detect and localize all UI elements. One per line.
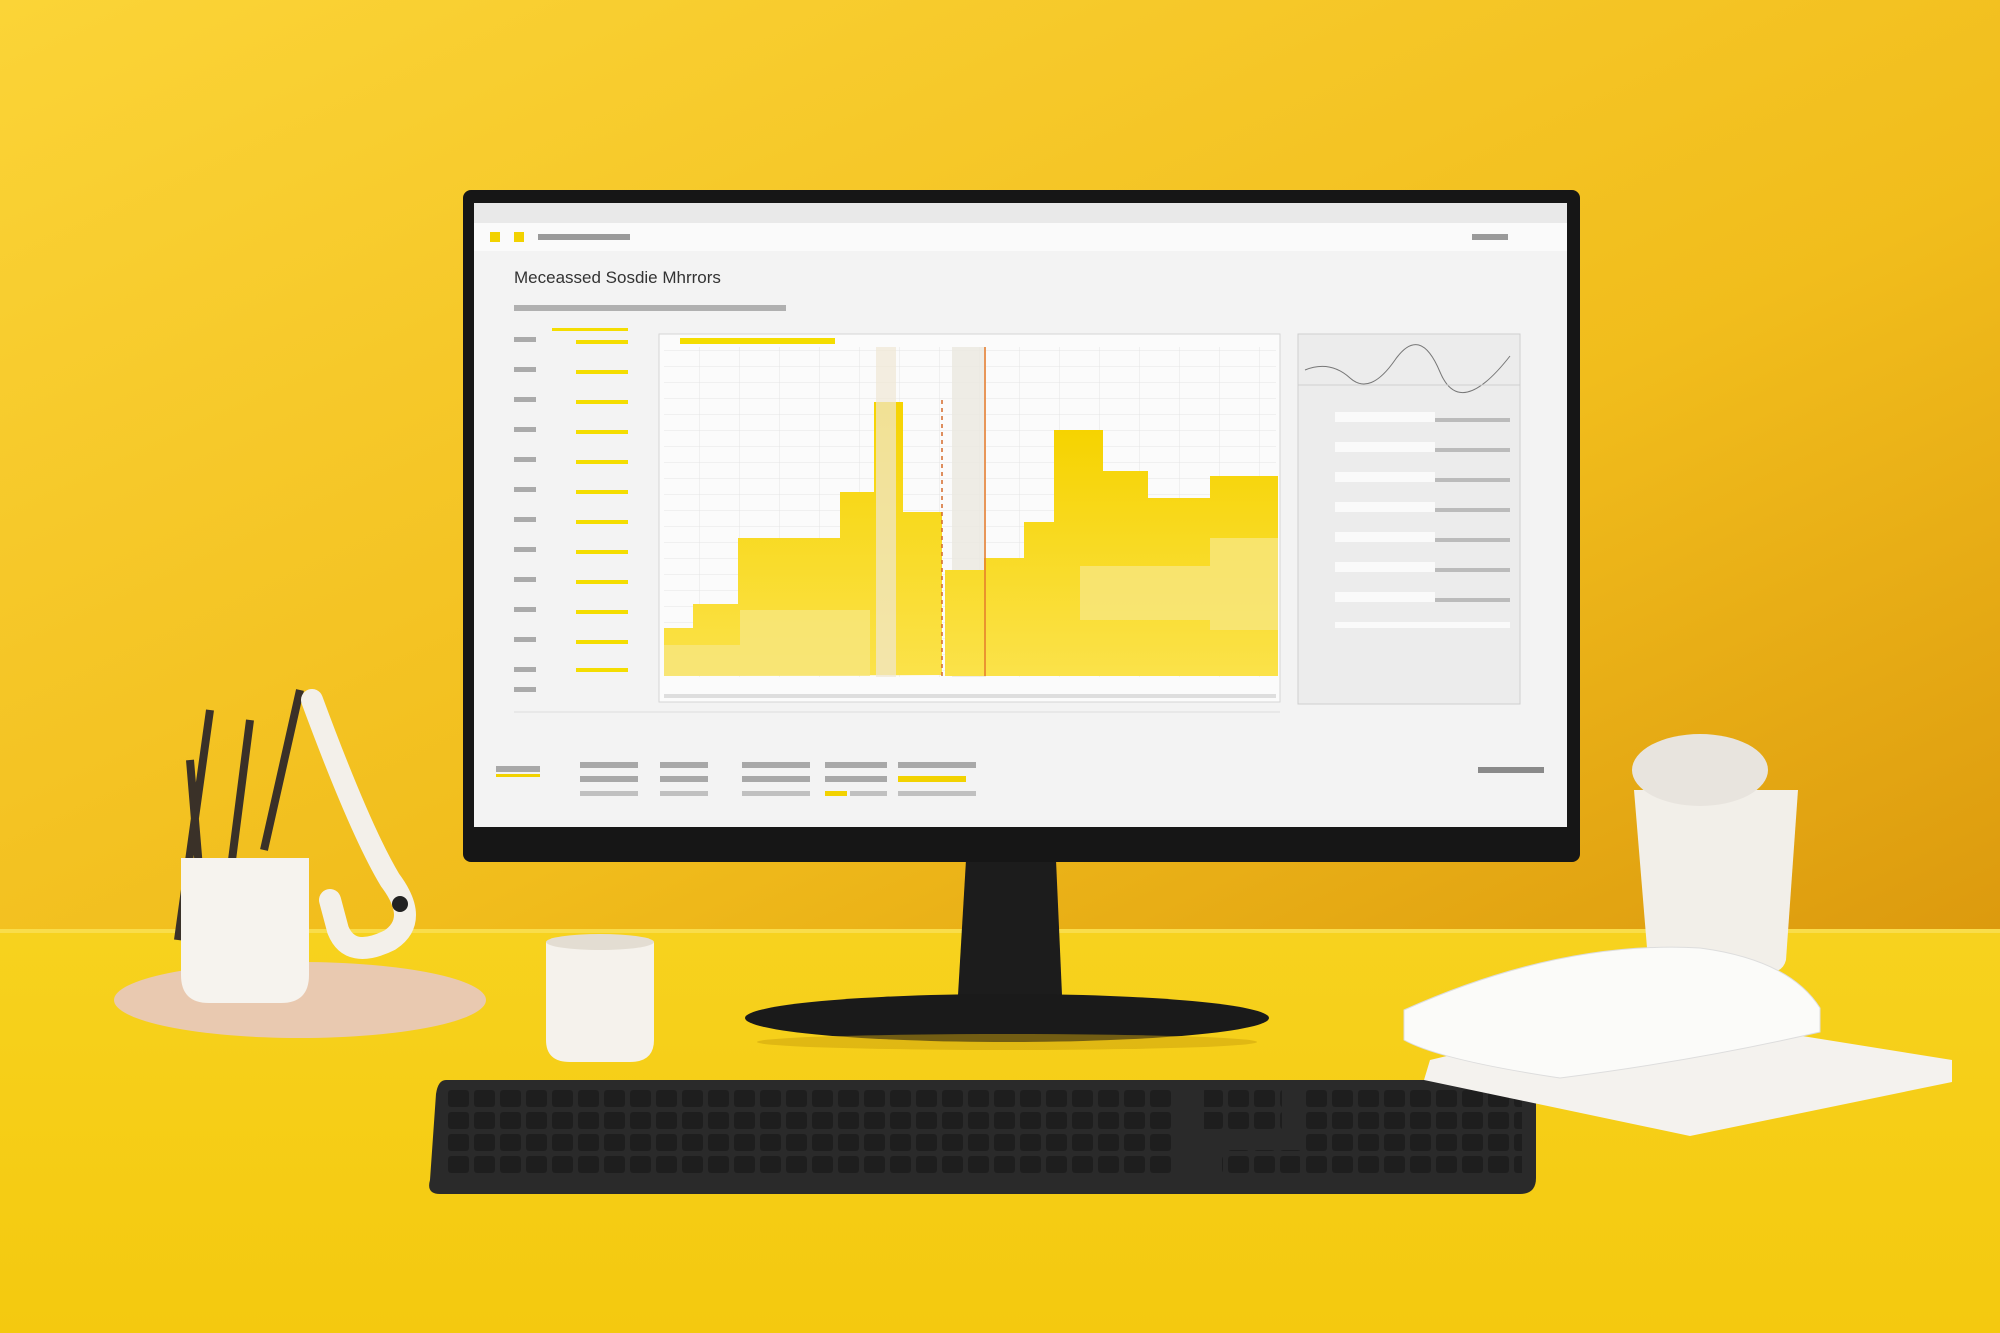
- cup-right-contents: [1632, 734, 1768, 806]
- stat: [580, 776, 638, 782]
- panel-row: [1435, 508, 1510, 512]
- base-shadow: [757, 1034, 1257, 1050]
- panel-row: [1335, 502, 1435, 512]
- panel-row: [1335, 412, 1435, 422]
- list-label: [514, 487, 536, 492]
- stat: [850, 791, 887, 796]
- list-bar: [576, 460, 628, 464]
- stat: [742, 791, 810, 796]
- list-bar: [576, 640, 628, 644]
- keyboard-keys: [446, 1088, 1174, 1176]
- list-bar: [576, 400, 628, 404]
- open-book: [1403, 946, 1821, 1079]
- list-bar: [576, 668, 628, 672]
- panel-row: [1435, 568, 1510, 572]
- stat: [660, 762, 708, 768]
- side-panel: [1297, 333, 1521, 705]
- list-label: [514, 427, 536, 432]
- keyboard-keys: [1204, 1088, 1282, 1132]
- toolbar-text: [538, 234, 630, 240]
- stat: [742, 776, 810, 782]
- footer-stats: [496, 762, 1544, 796]
- list-bar: [576, 340, 628, 344]
- toolbar-icon: [490, 232, 500, 242]
- list-label: [514, 577, 536, 582]
- panel-row: [1335, 442, 1435, 452]
- chart-area: [664, 402, 942, 676]
- list-label: [514, 367, 536, 372]
- stat: [580, 762, 638, 768]
- chart-highlight: [876, 347, 896, 677]
- list-bar: [576, 610, 628, 614]
- stat: [825, 762, 887, 768]
- stat: [898, 791, 976, 796]
- cup-rim: [546, 934, 654, 950]
- list-label: [514, 397, 536, 402]
- sparkline: [1304, 344, 1511, 393]
- list-rule: [552, 328, 628, 331]
- panel-row: [1435, 538, 1510, 542]
- panel-row: [1335, 562, 1435, 572]
- toolbar-text: [1472, 234, 1508, 240]
- dashboard-title: Meceassed Sosdie Mhrrors: [514, 268, 721, 287]
- stat: [660, 776, 708, 782]
- list-label: [514, 637, 536, 642]
- list-label: [514, 517, 536, 522]
- list-bar: [576, 550, 628, 554]
- panel-row: [1335, 592, 1435, 602]
- panel-row: [1435, 418, 1510, 422]
- toolbar-icon: [514, 232, 524, 242]
- panel-row: [1435, 598, 1510, 602]
- list-bar: [576, 580, 628, 584]
- stat: [496, 766, 540, 772]
- chart-area-light: [664, 610, 870, 676]
- panel-row: [1335, 472, 1435, 482]
- side-list: [514, 328, 628, 692]
- monitor-neck: [958, 860, 1062, 995]
- list-bar: [576, 490, 628, 494]
- keyboard-keys: [1222, 1150, 1300, 1176]
- subtitle-placeholder: [514, 305, 786, 311]
- lamp-detail: [392, 896, 408, 912]
- list-label: [514, 457, 536, 462]
- pen-cup: [181, 858, 309, 1003]
- cup: [546, 942, 654, 1062]
- stat: [898, 776, 966, 782]
- list-bar: [576, 430, 628, 434]
- chart-legend-bar: [680, 338, 835, 344]
- panel-rows: [1335, 412, 1510, 628]
- list-label: [514, 667, 536, 672]
- panel-row: [1435, 448, 1510, 452]
- panel-row: [1335, 622, 1510, 628]
- monitor-base: [745, 994, 1269, 1042]
- chart-area-light: [1080, 538, 1278, 676]
- cup-right: [1634, 790, 1798, 972]
- panel-row: [1335, 532, 1435, 542]
- list-label: [514, 337, 536, 342]
- stat: [825, 776, 887, 782]
- stat: [742, 762, 810, 768]
- stat: [496, 774, 540, 777]
- stat: [898, 762, 976, 768]
- panel-row: [1435, 478, 1510, 482]
- chart-axis: [664, 694, 1276, 698]
- stat: [825, 791, 847, 796]
- stat: [1478, 767, 1544, 773]
- list-bar: [576, 520, 628, 524]
- list-label: [514, 607, 536, 612]
- stat: [660, 791, 708, 796]
- list-label: [514, 687, 536, 692]
- pens: [174, 689, 304, 941]
- list-bar: [576, 370, 628, 374]
- keyboard-keys: [1302, 1088, 1522, 1176]
- browser-bar: [474, 203, 1567, 223]
- list-label: [514, 547, 536, 552]
- toolbar: [474, 223, 1567, 251]
- stat: [580, 791, 638, 796]
